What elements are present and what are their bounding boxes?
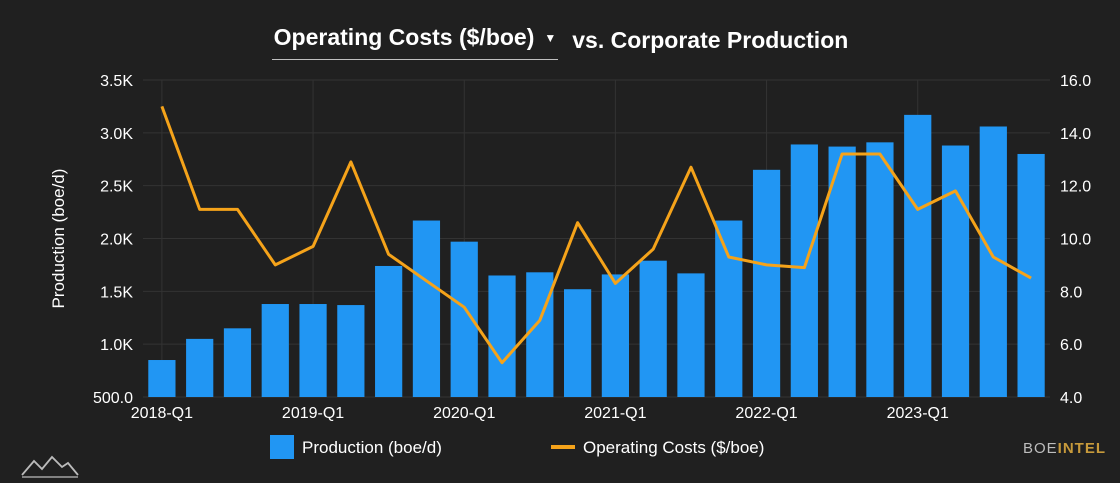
production-bar[interactable] [488, 275, 516, 397]
production-bar[interactable] [563, 289, 592, 397]
y2-tick-label: 4.0 [1060, 390, 1082, 407]
production-bars [148, 114, 1045, 398]
production-bar[interactable] [677, 273, 705, 397]
y-tick-label: 500.0 [93, 390, 133, 407]
production-bar[interactable] [601, 274, 630, 397]
brand-wordmark: BOEINTEL [1023, 440, 1106, 457]
production-bar[interactable] [148, 360, 176, 397]
caret-down-icon: ▼ [544, 30, 557, 45]
x-tick-label: 2022-Q1 [735, 405, 797, 422]
y-tick-label: 1.5K [100, 284, 133, 301]
y-tick-label: 2.5K [100, 179, 133, 196]
legend-label-production: Production (boe/d) [302, 438, 442, 457]
x-tick-label: 2023-Q1 [887, 405, 949, 422]
production-bar[interactable] [337, 305, 365, 397]
y2-tick-label: 10.0 [1060, 232, 1091, 249]
production-bar[interactable] [261, 304, 289, 397]
legend-label-operating-costs: Operating Costs ($/boe) [583, 438, 764, 457]
y2-tick-label: 6.0 [1060, 337, 1082, 354]
production-bar[interactable] [639, 260, 667, 397]
y-tick-label: 3.0K [100, 126, 133, 143]
x-tick-label: 2021-Q1 [584, 405, 646, 422]
production-bar[interactable] [186, 338, 214, 397]
axes: 500.0 4.0 1.0K 6.0 1.5K 8.0 2.0K 10.0 2.5K 12.0 3.… [49, 73, 1091, 422]
operating-cost-line [160, 105, 1032, 365]
production-bar[interactable] [412, 220, 441, 397]
y-tick-label: 1.0K [100, 337, 133, 354]
production-bar[interactable] [715, 220, 743, 397]
legend-swatch-operating-costs [551, 445, 575, 449]
production-bar[interactable] [223, 328, 252, 397]
brand-part-1: BOE [1022, 440, 1058, 457]
metric-dropdown[interactable]: Operating Costs ($/boe) ▼ [271, 20, 559, 60]
y-axis-title: Production (boe/d) [49, 169, 68, 309]
production-bar[interactable] [1017, 153, 1045, 397]
x-tick-label: 2018-Q1 [131, 405, 193, 422]
y2-tick-label: 12.0 [1060, 179, 1091, 196]
y2-tick-label: 8.0 [1060, 284, 1082, 301]
production-bar[interactable] [375, 265, 403, 397]
chart-header: Operating Costs ($/boe) ▼ vs. Corporate … [0, 18, 1120, 62]
production-bar[interactable] [941, 145, 970, 397]
operating-cost-polyline[interactable] [160, 105, 1032, 365]
mountain-logo-icon [21, 455, 79, 478]
y-tick-label: 3.5K [100, 73, 133, 90]
legend: Production (boe/d) Operating Costs ($/boe… [270, 435, 764, 459]
production-bar[interactable] [299, 304, 327, 397]
production-bar[interactable] [904, 114, 932, 398]
production-bar[interactable] [866, 142, 894, 397]
production-bar[interactable] [752, 169, 781, 397]
production-bar[interactable] [790, 144, 818, 397]
legend-swatch-production [270, 435, 294, 459]
brand-part-2: INTEL [1057, 440, 1106, 457]
x-tick-label: 2020-Q1 [433, 405, 495, 422]
y2-tick-label: 14.0 [1060, 126, 1091, 143]
x-tick-label: 2019-Q1 [282, 405, 344, 422]
production-bar[interactable] [526, 272, 554, 397]
title-suffix: vs. Corporate Production [572, 26, 849, 53]
production-bar[interactable] [828, 146, 856, 397]
y-tick-label: 2.0K [100, 232, 133, 249]
selected-metric-label: Operating Costs ($/boe) [273, 24, 535, 50]
y2-tick-label: 16.0 [1060, 73, 1091, 90]
